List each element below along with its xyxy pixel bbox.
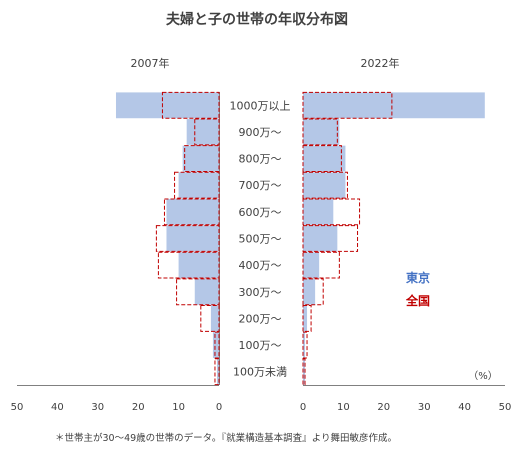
bar-tokyo [166,225,219,252]
left-panel-year: 2007年 [131,56,170,70]
bar-tokyo [303,332,306,358]
x-tick-label: 10 [172,402,185,413]
bar-national [174,171,220,199]
left-x-axis-ticks: 50 40 30 20 10 0 [11,402,223,413]
bar-national [302,331,308,359]
category-label: 700万～ [239,179,282,192]
bar-tokyo [182,145,219,172]
bar-national [214,358,220,386]
bar-tokyo [166,198,219,225]
x-tick-label: 30 [91,402,104,413]
bar-tokyo [210,305,219,332]
bar-national [161,91,220,119]
legend-tokyo: 東京 [406,270,430,285]
bar-national [302,145,342,173]
x-tick-label: 30 [418,402,431,413]
bar-tokyo [303,252,320,279]
bar-national [302,91,393,119]
x-tick-label: 20 [132,402,145,413]
bar-tokyo [303,92,485,119]
bar-national [302,304,312,332]
bar-national [155,225,220,252]
bar-national [176,278,220,306]
bar-tokyo [194,278,219,305]
right-x-axis-ticks: 0 10 20 30 40 50 [300,402,512,413]
bar-tokyo [303,172,346,199]
category-label: 100万～ [239,339,282,352]
x-tick-label: 0 [300,402,306,413]
category-label: 200万～ [239,312,282,325]
category-label: 1000万以上 [230,99,291,112]
bar-tokyo [303,198,334,225]
bar-tokyo [115,92,219,119]
x-tick-label: 20 [377,402,390,413]
bar-national [200,304,220,332]
bar-tokyo [178,172,219,199]
right-panel-2022 [302,91,505,386]
left-panel-2007 [17,91,220,386]
category-label: 300万～ [239,286,282,299]
bar-tokyo [303,358,306,385]
bar-national [194,118,220,146]
x-tick-label: 40 [51,402,64,413]
x-tick-label: 40 [458,402,471,413]
bar-tokyo [212,332,219,358]
bar-national [157,251,220,279]
category-label: 500万～ [239,233,282,246]
bar-tokyo [186,119,219,145]
x-tick-label: 50 [11,402,24,413]
category-label: 900万～ [239,126,282,139]
bar-tokyo [303,225,338,252]
bar-national [302,198,361,226]
bar-national [163,198,220,226]
bar-national [302,225,359,252]
category-label: 400万～ [239,259,282,272]
category-label: 800万～ [239,153,282,166]
bar-tokyo [303,119,340,145]
category-labels: 100万未満 100万～ 200万～ 300万～ 400万～ 500万～ 600万～ 700万… [230,99,291,378]
bar-tokyo [216,358,219,385]
category-label: 600万～ [239,206,282,219]
right-panel-year: 2022年 [361,56,400,70]
bar-national [302,278,324,306]
bar-tokyo [303,278,316,305]
category-label: 100万未満 [233,366,287,379]
bar-national [302,358,306,386]
legend-national: 全国 [405,293,430,308]
unit-label: （%） [468,370,498,382]
footnote: ＊世帯主が30～49歳の世帯のデータ。『就業構造基本調査』より舞田敏彦作成。 [55,432,397,444]
chart-title: 夫婦と子の世帯の年収分布図 [166,11,348,28]
legend: 東京 全国 [405,270,430,308]
x-tick-label: 50 [499,402,512,413]
bar-tokyo [303,305,308,332]
bar-national [214,331,220,359]
bar-tokyo [303,145,346,172]
bar-national [302,251,340,279]
x-tick-label: 10 [337,402,350,413]
x-tick-label: 0 [216,402,222,413]
bar-tokyo [178,252,219,279]
bar-national [302,171,348,199]
